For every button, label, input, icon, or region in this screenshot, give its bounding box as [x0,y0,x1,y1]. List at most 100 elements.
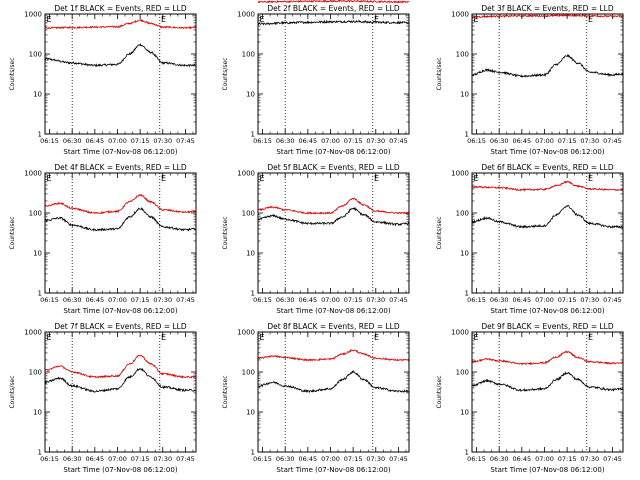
plot-frame [471,13,624,135]
x-tick-label: 07:15 [344,455,363,463]
y-tick-label: 1 [251,131,255,139]
series-line-lld [44,18,197,30]
event-marker-label: E [374,15,379,24]
y-tick-label: 1000 [24,170,42,178]
panel-title: Det 6f BLACK = Events, RED = LLD [481,163,614,172]
y-tick-label: 1000 [237,329,255,337]
panel-title: Det 4f BLACK = Events, RED = LLD [54,163,187,172]
x-tick-label: 07:45 [176,137,195,145]
panel-9: Det 9f BLACK = Events, RED = LLD Counts/s… [436,322,624,474]
y-tick-label: 10 [246,91,255,99]
panel-title: Det 3f BLACK = Events, RED = LLD [481,4,614,13]
x-axis-label: Start Time (07-Nov-08 06:12:00) [63,307,177,315]
event-marker-label: E [473,333,478,342]
y-tick-label: 100 [456,51,469,59]
series-line-events [257,206,410,227]
y-tick-label: 1 [38,290,42,298]
y-tick-label: 1000 [24,11,42,19]
x-tick-label: 06:15 [40,137,59,145]
event-marker-label: E [374,174,379,183]
y-tick-label: 1 [465,449,469,457]
x-tick-label: 07:45 [389,296,408,304]
x-tick-label: 06:15 [253,455,272,463]
series-line-events [471,371,624,392]
y-tick-label: 100 [456,369,469,377]
series-line-lld [471,350,624,366]
x-tick-label: 06:45 [298,296,317,304]
y-tick-label: 10 [33,409,42,417]
series-line-events [44,43,197,68]
x-tick-label: 07:15 [344,296,363,304]
y-axis-label: Counts/sec [222,216,229,249]
y-axis-label: Counts/sec [9,57,16,90]
x-axis-label: Start Time (07-Nov-08 06:12:00) [276,148,390,156]
x-tick-label: 06:15 [253,296,272,304]
x-tick-label: 07:00 [535,455,554,463]
series-line-lld [471,180,624,192]
y-tick-label: 100 [29,210,42,218]
x-tick-label: 07:30 [153,455,172,463]
event-marker-label: E [374,333,379,342]
panel-3: Det 3f BLACK = Events, RED = LLD Counts/s… [436,4,624,156]
series-line-lld [257,197,410,215]
y-tick-label: 1000 [451,11,469,19]
series-line-events [257,370,410,394]
plot-frame [44,13,197,135]
x-axis-label: Start Time (07-Nov-08 06:12:00) [63,148,177,156]
x-tick-label: 07:45 [603,296,622,304]
panel-6: Det 6f BLACK = Events, RED = LLD Counts/s… [436,163,624,315]
panel-title: Det 5f BLACK = Events, RED = LLD [267,163,400,172]
x-tick-label: 06:45 [85,455,104,463]
y-axis-label: Counts/sec [222,375,229,408]
event-marker-label: E [588,15,593,24]
event-marker-label: E [46,15,51,24]
x-tick-label: 06:15 [467,296,486,304]
x-tick-label: 07:00 [535,137,554,145]
y-axis-label: Counts/sec [436,216,443,249]
series-line-events [471,205,624,229]
event-marker-label: E [473,15,478,24]
x-tick-label: 07:00 [321,296,340,304]
x-tick-label: 07:15 [344,137,363,145]
x-axis-label: Start Time (07-Nov-08 06:12:00) [490,307,604,315]
panel-title: Det 9f BLACK = Events, RED = LLD [481,322,614,331]
panel-title: Det 2f BLACK = Events, RED = LLD [267,4,400,13]
x-tick-label: 07:15 [131,296,150,304]
y-tick-label: 1 [38,131,42,139]
plot-frame [471,331,624,453]
x-tick-label: 07:15 [558,455,577,463]
x-tick-label: 06:45 [85,296,104,304]
x-tick-label: 06:30 [63,137,82,145]
event-marker-label: E [588,333,593,342]
y-tick-label: 1000 [24,329,42,337]
x-tick-label: 07:30 [366,455,385,463]
x-tick-label: 07:15 [558,296,577,304]
event-marker-label: E [161,15,166,24]
x-tick-label: 06:30 [490,455,509,463]
series-line-events [44,206,197,232]
plot-frame [257,331,410,453]
x-tick-label: 07:30 [153,296,172,304]
y-tick-label: 1 [251,449,255,457]
x-tick-label: 06:45 [298,455,317,463]
x-tick-label: 07:15 [131,137,150,145]
x-tick-label: 07:30 [580,137,599,145]
x-tick-label: 06:15 [40,455,59,463]
y-tick-label: 1000 [237,170,255,178]
event-marker-label: E [46,333,51,342]
plot-frame [44,331,197,453]
y-axis-label: Counts/sec [9,216,16,249]
x-axis-label: Start Time (07-Nov-08 06:12:00) [490,148,604,156]
y-tick-label: 100 [242,51,255,59]
panel-4: Det 4f BLACK = Events, RED = LLD Counts/s… [9,163,197,315]
event-marker-label: E [46,174,51,183]
x-tick-label: 07:00 [108,455,127,463]
y-tick-label: 1 [465,290,469,298]
panel-8: Det 8f BLACK = Events, RED = LLD Counts/s… [222,322,410,474]
y-tick-label: 10 [460,91,469,99]
series-line-events [44,367,197,393]
x-tick-label: 06:15 [467,137,486,145]
series-line-lld [471,13,624,19]
x-tick-label: 06:45 [85,137,104,145]
